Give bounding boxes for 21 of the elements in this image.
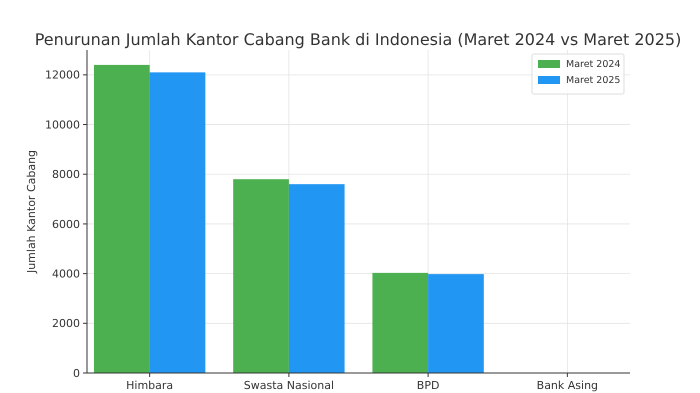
x-tick-label: Bank Asing: [536, 379, 598, 392]
bar: [150, 72, 206, 373]
x-tick-label: Himbara: [126, 379, 174, 392]
y-tick-label: 8000: [52, 168, 80, 182]
bar: [233, 179, 289, 373]
legend-label: Maret 2025: [566, 75, 620, 86]
bar: [288, 184, 345, 373]
y-tick-label: 0: [73, 366, 80, 380]
y-tick-label: 2000: [52, 317, 80, 330]
y-tick-label: 12000: [45, 68, 80, 82]
bar: [372, 272, 428, 373]
y-tick-label: 4000: [52, 267, 80, 280]
y-axis-title: Jumlah Kantor Cabang: [25, 150, 38, 274]
bar: [428, 274, 484, 373]
bar: [94, 64, 150, 373]
y-tick-label: 10000: [45, 118, 80, 132]
y-tick-label: 6000: [52, 218, 80, 231]
legend-label: Maret 2024: [566, 59, 620, 70]
chart-title: Penurunan Jumlah Kantor Cabang Bank di Indonesia (Maret 2024 vs Maret 2025): [34, 30, 682, 49]
x-tick-label: BPD: [416, 379, 440, 392]
x-tick-label: Swasta Nasional: [244, 379, 334, 392]
